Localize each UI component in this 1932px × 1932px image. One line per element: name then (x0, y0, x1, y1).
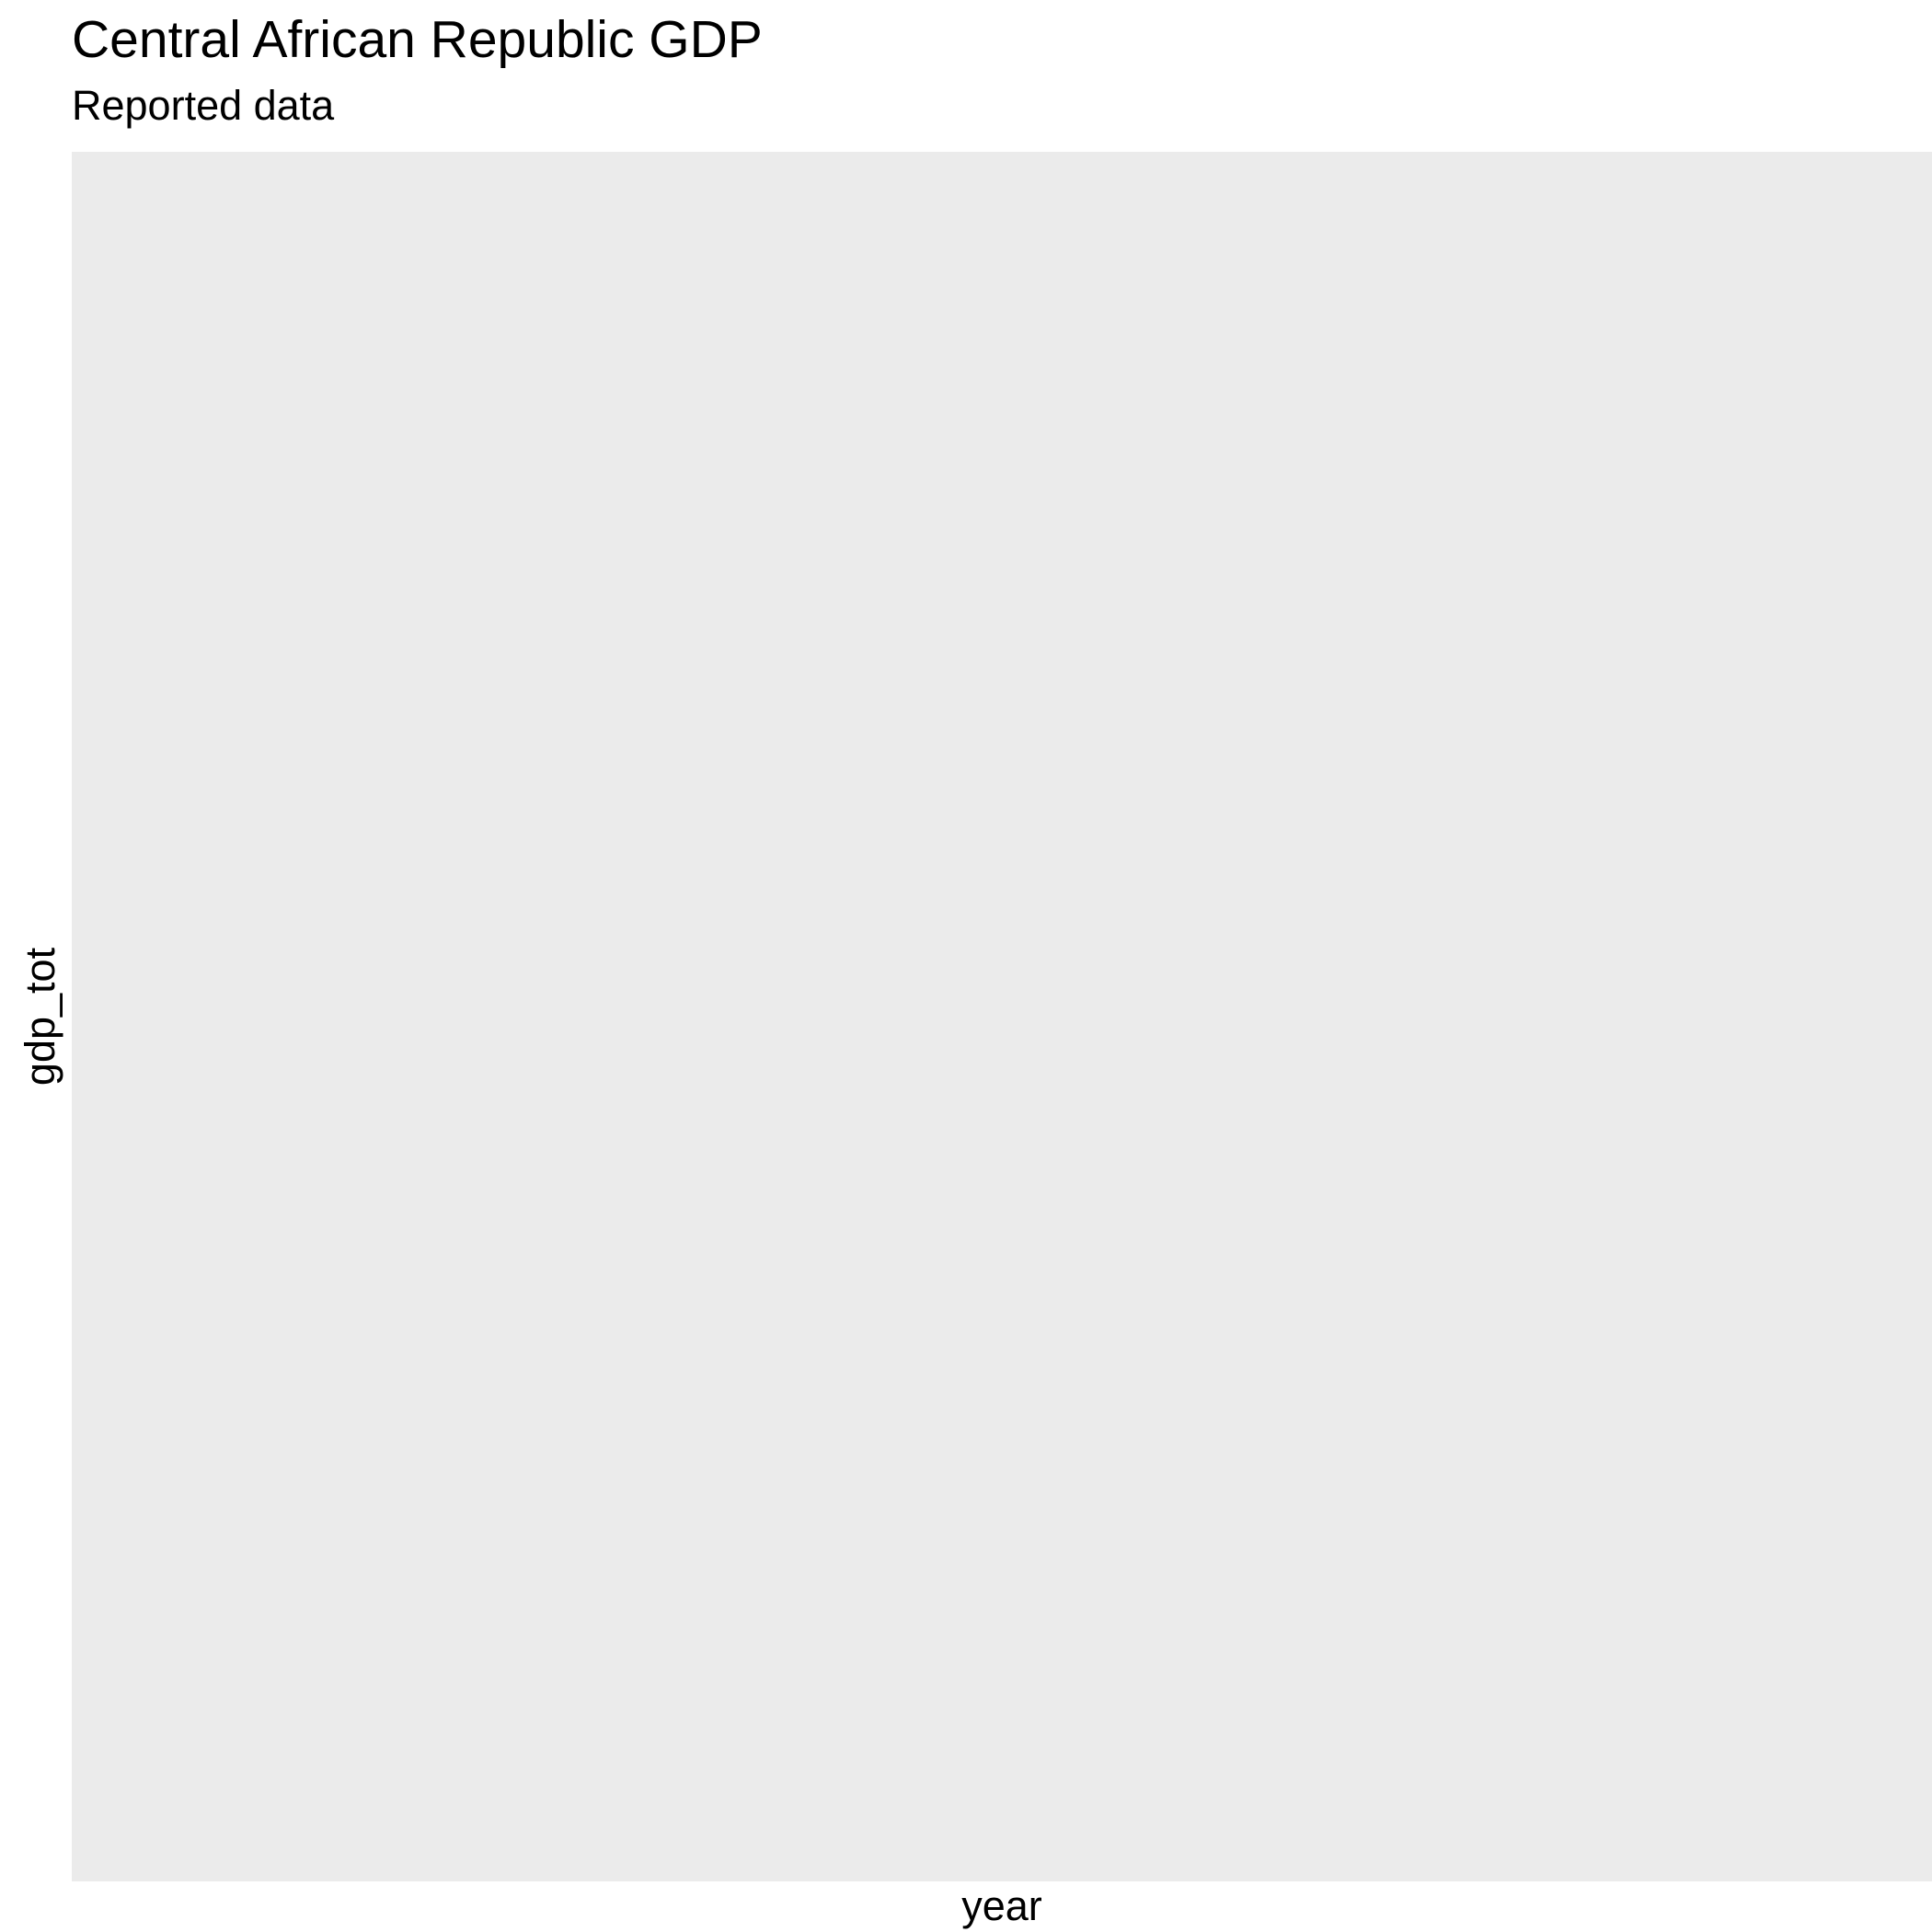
y-axis-label: gdp_tot (17, 947, 63, 1087)
chart-title: Central African Republic GDP (72, 10, 763, 69)
plot-panel (72, 152, 1932, 1881)
chart-subtitle: Reported data (72, 82, 335, 129)
plot-area (72, 152, 1932, 1881)
x-axis-label: year (961, 1882, 1042, 1929)
